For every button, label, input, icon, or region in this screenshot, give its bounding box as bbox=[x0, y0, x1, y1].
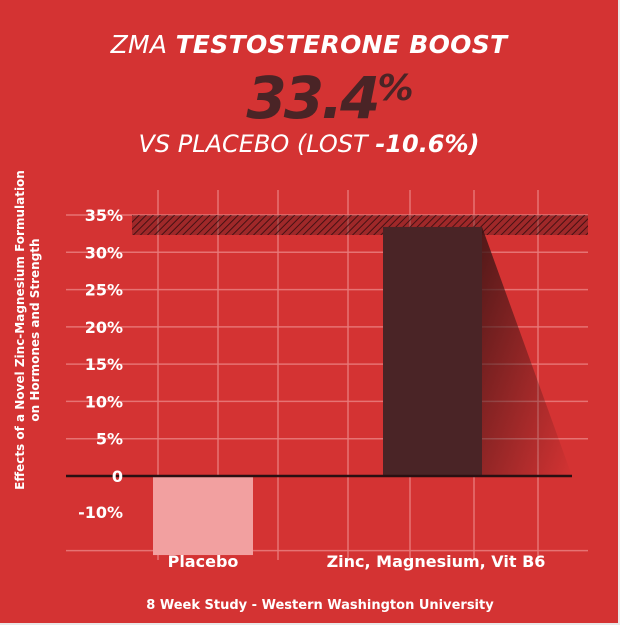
y-axis-label-line1: Effects of a Novel Zinc-Magnesium Formul… bbox=[13, 170, 27, 490]
title-emphasis: TESTOSTERONE BOOST bbox=[175, 30, 508, 59]
y-axis-label: Effects of a Novel Zinc-Magnesium Formul… bbox=[13, 170, 43, 490]
x-category-label-0: Placebo bbox=[168, 552, 239, 571]
y-tick-label-1: 30% bbox=[85, 243, 123, 262]
bar-0 bbox=[153, 476, 253, 556]
y-tick-label-6: 5% bbox=[96, 430, 123, 449]
y-tick-label-3: 20% bbox=[85, 318, 123, 337]
bar-1 bbox=[383, 226, 482, 476]
bar-chart: 35% 30% 25% 20% 15% 10% 5% 0 -10% Placebo Zinc, Ma… bbox=[66, 190, 588, 571]
y-tick-label-5: 10% bbox=[85, 392, 123, 411]
subtitle-text: VS PLACEBO (LOST bbox=[138, 130, 368, 158]
footer-source: 8 Week Study - Western Washington Univer… bbox=[146, 598, 494, 613]
headline-unit: % bbox=[377, 68, 414, 109]
y-tick-label-0: 35% bbox=[85, 206, 123, 225]
chart-title: ZMA TESTOSTERONE BOOST bbox=[0, 30, 618, 59]
chart-subtitle: VS PLACEBO (LOST -10.6%) bbox=[0, 130, 618, 158]
y-tick-label-8: -10% bbox=[78, 503, 123, 522]
x-category-label-1: Zinc, Magnesium, Vit B6 bbox=[327, 552, 546, 571]
y-tick-label-7: 0 bbox=[112, 467, 123, 486]
bar-shadow bbox=[482, 226, 572, 476]
headline-value: 33.4% bbox=[0, 64, 618, 132]
headline-number: 33.4 bbox=[246, 64, 380, 132]
hatch-band bbox=[132, 215, 588, 235]
y-tick-label-2: 25% bbox=[85, 281, 123, 300]
y-axis-label-line2: on Hormones and Strength bbox=[28, 238, 42, 422]
y-tick-label-4: 15% bbox=[85, 355, 123, 374]
subtitle-value: -10.6%) bbox=[375, 130, 480, 158]
title-prefix: ZMA bbox=[110, 30, 168, 59]
